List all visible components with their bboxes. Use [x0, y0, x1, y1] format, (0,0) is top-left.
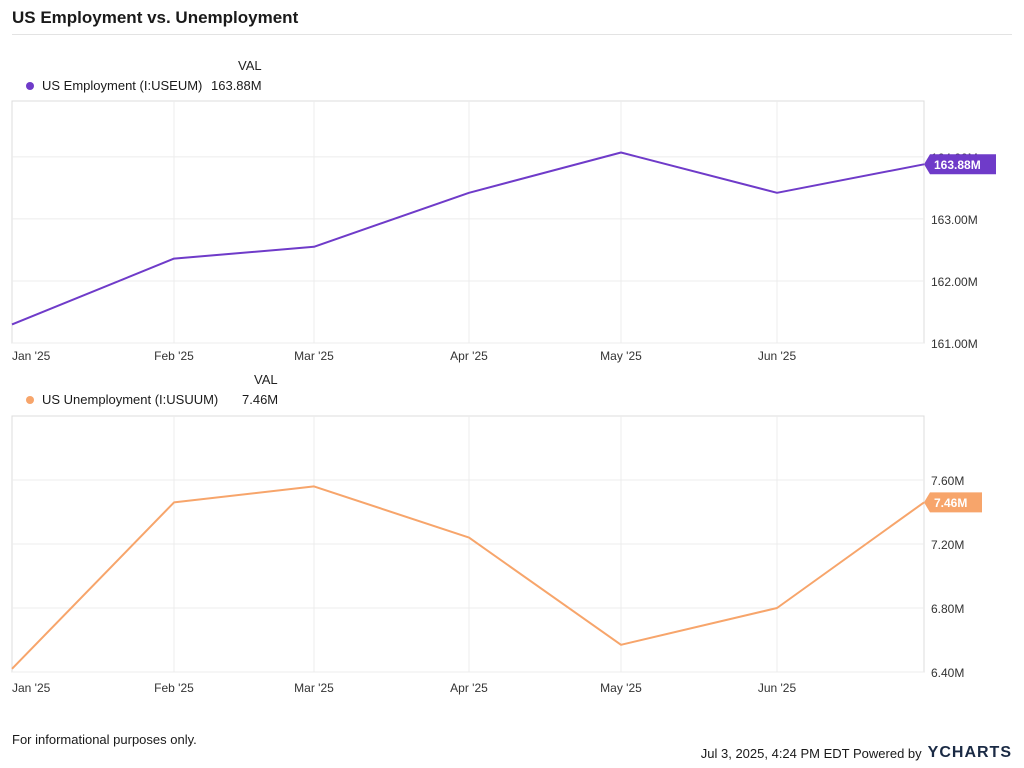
chart-title: US Employment vs. Unemployment — [12, 8, 299, 27]
legend-header-unemployment: VAL — [254, 372, 278, 387]
legend-item-employment[interactable]: US Employment (I:USEUM) — [26, 78, 202, 93]
legend-dot-employment — [26, 81, 34, 90]
x-tick-label: Jan '25 — [12, 349, 51, 363]
x-tick-label: Apr '25 — [450, 349, 488, 363]
y-tick-label: 7.60M — [931, 474, 964, 488]
timestamp: Jul 3, 2025, 4:24 PM EDT Powered by — [700, 745, 922, 761]
x-tick-label: Jan '25 — [12, 681, 51, 695]
y-tick-label: 161.00M — [931, 337, 978, 351]
legend-item-unemployment[interactable]: US Unemployment (I:USUUM) — [26, 392, 218, 407]
ycharts-logo-text: CHARTS — [939, 744, 1012, 761]
series-line[interactable] — [11, 485, 925, 670]
plot-frame — [11, 100, 925, 344]
series-line[interactable] — [11, 151, 925, 326]
latest-value-tag-bg — [924, 154, 996, 175]
legend-value-unemployment: 7.46M — [242, 392, 279, 407]
x-tick-label: May '25 — [600, 681, 642, 695]
x-tick-label: May '25 — [600, 349, 642, 363]
legend-label-unemployment: US Unemployment (I:USUUM) — [42, 392, 219, 407]
ycharts-logo-mark: Y — [927, 744, 940, 761]
y-tick-label: 7.20M — [931, 538, 964, 552]
x-tick-label: Mar '25 — [294, 349, 334, 363]
latest-value-tag: 7.46M — [924, 492, 982, 513]
y-tick-label: 162.00M — [931, 275, 978, 289]
y-tick-label: 6.40M — [931, 666, 964, 680]
legend-dot-unemployment — [26, 395, 34, 404]
footer-credit: Jul 3, 2025, 4:24 PM EDT Powered by Y CHA… — [701, 744, 1012, 762]
title-divider — [12, 34, 1012, 35]
x-tick-label: Feb '25 — [154, 349, 194, 363]
latest-value-tag-bg — [924, 492, 982, 513]
x-tick-label: Apr '25 — [450, 681, 488, 695]
chart-2: 6.40M 6.80M 7.20M 7.60M Jan '25 Feb '25 Mar '2… — [11, 415, 982, 695]
latest-value-tag-text: 7.46M — [934, 496, 967, 510]
x-tick-label: Mar '25 — [294, 681, 334, 695]
x-tick-label: Jun '25 — [758, 681, 797, 695]
y-tick-label: 163.00M — [931, 213, 978, 227]
disclaimer: For informational purposes only. — [12, 732, 197, 747]
latest-value-tag-text: 163.88M — [934, 158, 981, 172]
x-tick-label: Feb '25 — [154, 681, 194, 695]
legend-label-employment: US Employment (I:USEUM) — [42, 78, 203, 93]
x-tick-label: Jun '25 — [758, 349, 797, 363]
y-tick-label: 6.80M — [931, 602, 964, 616]
legend-value-employment: 163.88M — [211, 78, 262, 93]
ycharts-logo[interactable]: Y CHARTS — [928, 744, 1012, 762]
legend-header-employment: VAL — [238, 58, 262, 73]
latest-value-tag: 163.88M — [924, 154, 996, 175]
